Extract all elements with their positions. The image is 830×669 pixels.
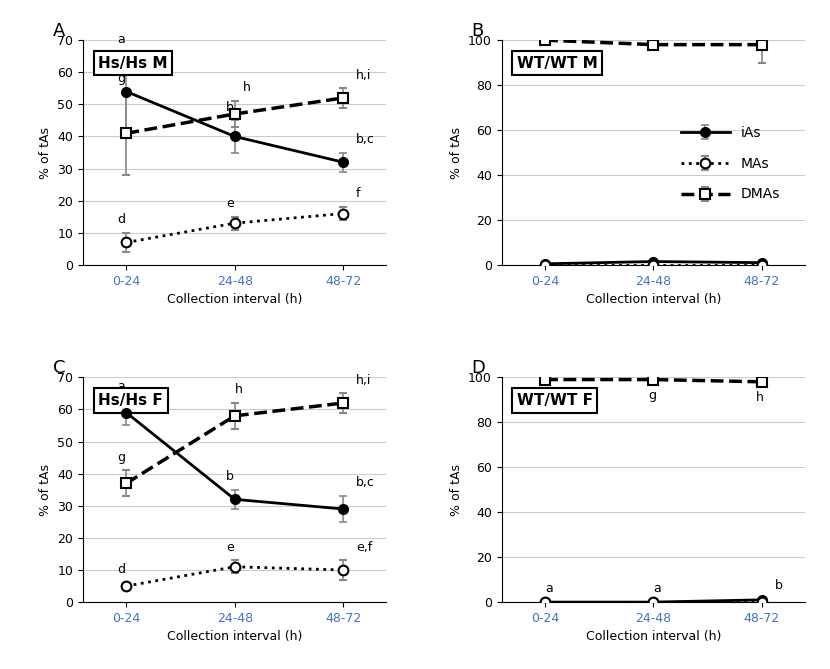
Text: h: h <box>235 383 242 396</box>
Text: b: b <box>774 579 783 592</box>
Text: C: C <box>52 359 66 377</box>
Text: WT/WT M: WT/WT M <box>517 56 598 71</box>
Text: WT/WT F: WT/WT F <box>517 393 593 408</box>
Text: Hs/Hs F: Hs/Hs F <box>98 393 163 408</box>
Text: e: e <box>226 541 234 554</box>
Text: A: A <box>52 22 65 40</box>
Y-axis label: % of tAs: % of tAs <box>450 464 462 516</box>
Text: a: a <box>545 582 553 595</box>
Y-axis label: % of tAs: % of tAs <box>39 126 51 179</box>
Text: a: a <box>118 380 125 393</box>
X-axis label: Collection interval (h): Collection interval (h) <box>586 293 721 306</box>
Text: h,i: h,i <box>356 68 372 82</box>
Text: g: g <box>118 451 125 464</box>
Text: Hs/Hs M: Hs/Hs M <box>98 56 168 71</box>
Text: a: a <box>653 582 662 595</box>
Text: b: b <box>226 100 234 114</box>
X-axis label: Collection interval (h): Collection interval (h) <box>586 630 721 644</box>
Text: D: D <box>471 359 486 377</box>
Text: d: d <box>118 563 125 576</box>
Text: B: B <box>471 22 484 40</box>
Text: b,c: b,c <box>356 132 375 146</box>
Text: h: h <box>756 391 764 404</box>
Text: g: g <box>118 72 125 85</box>
Text: d: d <box>118 213 125 226</box>
Text: e,f: e,f <box>356 541 373 554</box>
Text: e: e <box>226 197 234 210</box>
Legend: iAs, MAs, DMAs: iAs, MAs, DMAs <box>676 120 786 207</box>
Text: b,c: b,c <box>356 476 375 490</box>
Y-axis label: % of tAs: % of tAs <box>450 126 462 179</box>
X-axis label: Collection interval (h): Collection interval (h) <box>167 630 302 644</box>
Text: h: h <box>243 82 251 94</box>
Text: g: g <box>540 389 548 401</box>
Text: f: f <box>356 187 360 201</box>
Text: h,i: h,i <box>356 373 372 387</box>
Text: a: a <box>118 33 125 46</box>
Y-axis label: % of tAs: % of tAs <box>39 464 51 516</box>
Text: b: b <box>226 470 234 483</box>
X-axis label: Collection interval (h): Collection interval (h) <box>167 293 302 306</box>
Text: g: g <box>648 389 656 401</box>
